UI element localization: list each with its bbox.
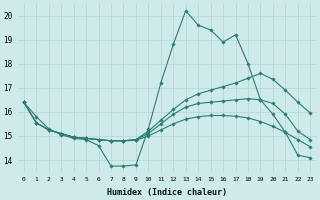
X-axis label: Humidex (Indice chaleur): Humidex (Indice chaleur) — [107, 188, 227, 197]
